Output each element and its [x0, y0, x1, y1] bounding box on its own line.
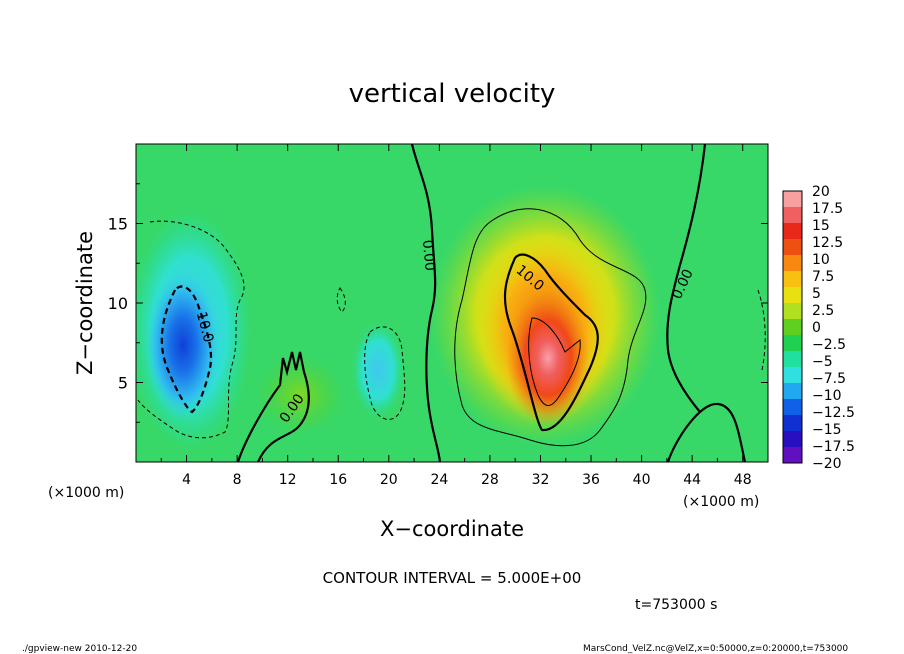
- colorbar-label-5: 7.5: [812, 269, 834, 285]
- colorbar-label-8: 0: [812, 320, 821, 336]
- colorbar-swatch-7: [783, 303, 802, 320]
- colorbar-label-15: −17.5: [812, 439, 855, 455]
- contour-interval-note: CONTOUR INTERVAL = 5.000E+00: [323, 569, 582, 587]
- colorbar-swatch-3: [783, 239, 802, 256]
- contour-neg-ten: [160, 285, 213, 414]
- colorbar-label-13: −12.5: [812, 405, 855, 421]
- x-tick-label-4: 20: [380, 472, 398, 488]
- footer-left-note: ./gpview-new 2010-12-20: [22, 644, 137, 654]
- y-tick-label-1: 10: [108, 294, 128, 313]
- x-tick-label-3: 16: [329, 472, 347, 488]
- colorbar-label-11: −7.5: [812, 371, 846, 387]
- contour-ten-center: [503, 253, 599, 432]
- x-unit-right: (×1000 m): [683, 494, 759, 510]
- contour-zero-right: [666, 144, 707, 413]
- colorbar-swatch-13: [783, 399, 802, 416]
- colorbar-swatch-8: [783, 319, 802, 336]
- colorbar-label-9: −2.5: [812, 337, 846, 353]
- colorbar-swatch-10: [783, 351, 802, 368]
- colorbar-swatch-6: [783, 287, 802, 304]
- chart-title: vertical velocity: [349, 79, 556, 109]
- x-axis-label: X−coordinate: [380, 517, 524, 541]
- weak-downdraft: [352, 322, 404, 418]
- x-tick-label-10: 44: [683, 472, 701, 488]
- contour-lines: [137, 144, 766, 462]
- colorbar-swatch-11: [783, 367, 802, 384]
- contour-neg-five: [137, 220, 245, 439]
- contour-five-center: [454, 208, 647, 447]
- weak-updraft-left: [255, 355, 345, 435]
- colorbar-label-2: 15: [812, 218, 830, 234]
- colorbar-label-12: −10: [812, 388, 842, 404]
- contour-label-0: 10.0: [193, 310, 217, 344]
- colorbar-frame: [782, 190, 803, 464]
- contour-zero-left: [236, 351, 310, 462]
- contour-label-2: 0.00: [419, 239, 438, 271]
- colorbar-swatch-14: [783, 415, 802, 432]
- colorbar-label-1: 17.5: [812, 201, 843, 217]
- colorbar-label-0: 20: [812, 184, 830, 200]
- colorbar-label-7: 2.5: [812, 303, 834, 319]
- colorbar-label-10: −5: [812, 354, 833, 370]
- colorbar-swatch-1: [783, 207, 802, 224]
- contour-zero-center: [410, 144, 442, 462]
- colorbar-swatch-9: [783, 335, 802, 352]
- contour-neg-five-b: [364, 326, 406, 420]
- x-tick-label-7: 32: [532, 472, 550, 488]
- colorbar-label-6: 5: [812, 286, 821, 302]
- x-tick-label-0: 4: [182, 472, 191, 488]
- colorbar: 2017.51512.5107.552.50−2.5−5−7.5−10−12.5…: [782, 184, 855, 472]
- x-axis: 4 8 12 16 20 24 28 32 36 40 44 48: [160, 144, 752, 488]
- y-axis: 5 10 15: [108, 183, 768, 423]
- colorbar-swatch-2: [783, 223, 802, 240]
- colorbar-swatch-12: [783, 383, 802, 400]
- x-tick-label-8: 36: [582, 472, 600, 488]
- colorbar-swatch-0: [783, 191, 802, 208]
- x-tick-label-5: 24: [430, 472, 448, 488]
- x-tick-label-11: 48: [734, 472, 752, 488]
- x-unit-left: (×1000 m): [48, 485, 124, 501]
- y-tick-label-0: 5: [118, 374, 128, 393]
- colorbar-swatch-4: [783, 255, 802, 272]
- footer-right-note: MarsCond_VelZ.nc@VelZ,x=0:50000,z=0:2000…: [583, 644, 848, 654]
- colorbar-label-4: 10: [812, 252, 830, 268]
- colorbar-swatch-15: [783, 431, 802, 448]
- contour-neg-five-c: [336, 287, 346, 313]
- contour-zero-bottom-right: [666, 402, 747, 462]
- y-tick-label-2: 15: [108, 215, 128, 234]
- downdraft-core: [145, 270, 221, 420]
- x-tick-label-1: 8: [233, 472, 242, 488]
- time-stamp: t=753000 s: [635, 597, 717, 613]
- colorbar-label-14: −15: [812, 422, 842, 438]
- x-tick-label-6: 28: [481, 472, 499, 488]
- colorbar-label-3: 12.5: [812, 235, 843, 251]
- colorbar-swatch-5: [783, 271, 802, 288]
- colorbar-swatch-16: [783, 447, 802, 464]
- x-tick-label-2: 12: [279, 472, 297, 488]
- x-tick-label-9: 40: [633, 472, 651, 488]
- colorbar-label-16: −20: [812, 456, 842, 472]
- updraft-core: [506, 290, 590, 426]
- contour-twenty: [528, 317, 581, 406]
- y-axis-label: Z−coordinate: [73, 231, 97, 375]
- contour-neg-five-d: [757, 289, 766, 371]
